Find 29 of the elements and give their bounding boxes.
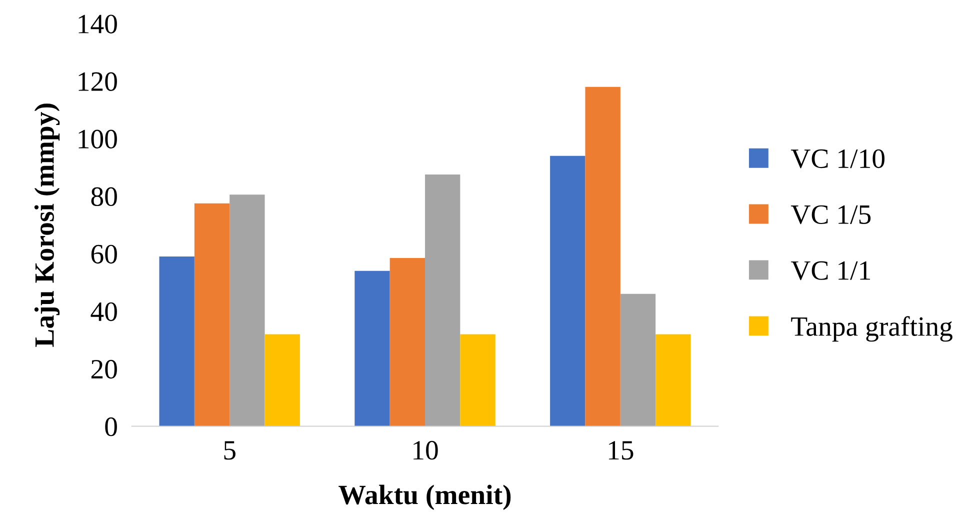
bar <box>585 86 620 426</box>
bar <box>194 203 230 426</box>
bar <box>159 256 194 426</box>
y-tick-label: 140 <box>78 14 117 34</box>
y-tick-label: 60 <box>91 244 117 264</box>
bar <box>390 258 425 426</box>
x-tick-label: 15 <box>608 441 634 460</box>
bar <box>550 156 586 426</box>
y-tick-label: 120 <box>78 72 117 91</box>
bar <box>620 294 656 426</box>
y-tick-label: 80 <box>91 187 117 206</box>
y-axis-title: Laju Korosi (mmpy) <box>34 104 60 347</box>
y-tick-label: 40 <box>90 302 117 322</box>
bar <box>230 194 265 426</box>
bar <box>656 334 691 426</box>
y-tick-label: 20 <box>91 360 117 379</box>
y-tick-label: 100 <box>78 130 117 149</box>
bar <box>460 334 496 426</box>
bar <box>354 270 390 426</box>
x-axis-title: Waktu (menit) <box>338 484 511 510</box>
x-tick-label: 10 <box>414 440 438 460</box>
legend-label: VC 1/1 <box>790 261 870 280</box>
legend-label: Tanpa grafting <box>791 316 952 342</box>
bar <box>264 334 300 426</box>
x-tick-label: 5 <box>224 441 236 460</box>
legend-label: VC 1/10 <box>790 149 884 168</box>
y-tick-label: 0 <box>105 417 117 436</box>
legend-label: VC 1/5 <box>790 205 871 224</box>
bar <box>424 174 460 426</box>
